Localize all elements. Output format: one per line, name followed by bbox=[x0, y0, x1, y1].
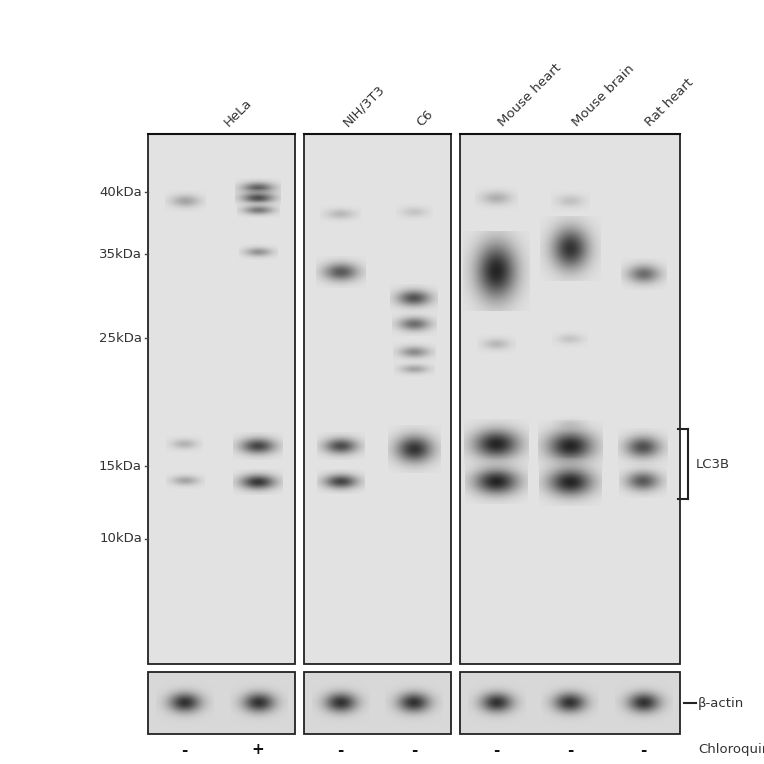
Bar bbox=[304, 134, 451, 664]
Bar bbox=[460, 134, 680, 664]
Text: 25kDa: 25kDa bbox=[99, 332, 142, 345]
Bar bbox=[148, 134, 295, 664]
Text: HeLa: HeLa bbox=[222, 96, 254, 129]
Text: -: - bbox=[494, 743, 500, 757]
Text: Rat heart: Rat heart bbox=[643, 76, 697, 129]
Text: -: - bbox=[411, 743, 417, 757]
Bar bbox=[304, 672, 451, 734]
Text: 10kDa: 10kDa bbox=[99, 533, 142, 545]
Text: 35kDa: 35kDa bbox=[99, 248, 142, 261]
Text: Mouse brain: Mouse brain bbox=[570, 62, 637, 129]
Text: -: - bbox=[640, 743, 646, 757]
Text: +: + bbox=[252, 743, 264, 757]
Bar bbox=[460, 672, 680, 734]
Text: 15kDa: 15kDa bbox=[99, 459, 142, 472]
Text: Chloroquine: Chloroquine bbox=[698, 743, 764, 756]
Text: β-actin: β-actin bbox=[698, 697, 744, 710]
Bar bbox=[148, 672, 295, 734]
Text: -: - bbox=[338, 743, 344, 757]
Text: NIH/3T3: NIH/3T3 bbox=[341, 83, 387, 129]
Text: Mouse heart: Mouse heart bbox=[497, 61, 565, 129]
Text: C6: C6 bbox=[414, 108, 435, 129]
Text: LC3B: LC3B bbox=[696, 458, 730, 471]
Text: -: - bbox=[567, 743, 573, 757]
Text: 40kDa: 40kDa bbox=[99, 186, 142, 199]
Text: -: - bbox=[182, 743, 188, 757]
